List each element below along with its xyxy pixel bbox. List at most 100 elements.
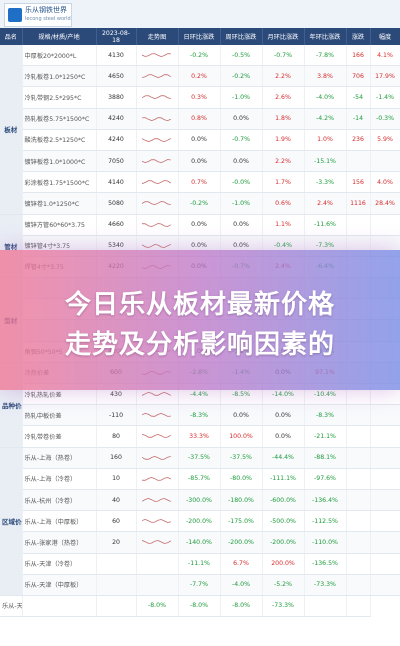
range-cell: -0.3% xyxy=(370,108,400,130)
col-header-year: 年环比涨跌 xyxy=(304,28,347,45)
day-change-cell: -85.7% xyxy=(178,468,221,490)
range-cell: -1.4% xyxy=(370,86,400,109)
price-cell: 4140 xyxy=(96,171,137,194)
trend-cell[interactable] xyxy=(136,45,179,67)
trend-cell[interactable] xyxy=(136,65,179,88)
col-header-day: 日环比涨跌 xyxy=(178,28,221,45)
year-change-cell: -110.0% xyxy=(304,531,347,554)
week-change-cell: 0.0% xyxy=(220,150,263,173)
day-change-cell: -11.1% xyxy=(178,553,221,575)
col-header-trend: 走势图 xyxy=(136,28,179,45)
range-cell xyxy=(370,510,400,533)
week-change-cell: -37.5% xyxy=(220,447,263,469)
col-header-date: 2023-08-18 xyxy=(96,28,137,45)
trend-cell[interactable] xyxy=(136,531,179,554)
col-header-range: 幅度 xyxy=(370,28,400,45)
site-logo[interactable]: 乐从钢铁世界 lecong steel world xyxy=(4,3,72,27)
month-change-cell: 0.0% xyxy=(262,404,305,427)
trend-cell[interactable] xyxy=(136,192,179,215)
range-cell xyxy=(370,150,400,173)
spec-cell: 乐从-上海（热卷） xyxy=(22,447,97,469)
trend-cell[interactable] xyxy=(96,595,137,618)
trend-cell[interactable] xyxy=(136,489,179,512)
week-change-cell: 0.0% xyxy=(220,108,263,130)
year-change-cell: -15.1% xyxy=(304,150,347,173)
trend-cell[interactable] xyxy=(136,447,179,469)
col-header-spec: 规格/材质/产地 xyxy=(22,28,97,45)
day-change-cell: -300.0% xyxy=(178,489,221,512)
month-change-cell: 2.2% xyxy=(262,65,305,88)
trend-cell[interactable] xyxy=(136,129,179,151)
sparkline-icon xyxy=(142,116,171,121)
change-cell xyxy=(346,531,371,554)
change-cell xyxy=(346,425,371,448)
spec-cell: 镀锌板卷1.0*1000*C xyxy=(22,150,97,173)
table-row: 酸洗板卷2.5*1250*C 4240 0.0% -0.7% 1.9% 1.0% 236 5.… xyxy=(0,129,400,151)
trend-cell[interactable] xyxy=(136,108,179,130)
change-cell xyxy=(346,510,371,533)
trend-cell[interactable] xyxy=(136,214,179,236)
year-change-cell: -136.5% xyxy=(304,553,347,575)
trend-cell[interactable] xyxy=(136,86,179,109)
trend-cell[interactable] xyxy=(136,574,179,596)
month-change-cell: 1.1% xyxy=(262,214,305,236)
table-row: 冷轧带钢2.5*295*C 3880 0.3% -1.0% 2.6% -4.0% -54 -1… xyxy=(0,86,400,109)
price-cell: 5080 xyxy=(96,192,137,215)
day-change-cell: 0.3% xyxy=(178,86,221,109)
week-change-cell: -0.7% xyxy=(220,129,263,151)
sparkline-icon xyxy=(142,201,171,206)
spec-cell: 乐从-天津（中厚板） xyxy=(22,574,97,596)
trend-cell[interactable] xyxy=(136,404,179,427)
day-change-cell: -8.0% xyxy=(136,595,179,618)
month-change-cell: 0.6% xyxy=(262,192,305,215)
week-change-cell: -1.0% xyxy=(220,192,263,215)
spec-cell: 热轧中板价差 xyxy=(22,404,97,427)
trend-cell[interactable] xyxy=(136,425,179,448)
sparkline-icon xyxy=(142,498,171,502)
price-cell: 10 xyxy=(96,468,137,490)
year-change-cell: -112.5% xyxy=(304,510,347,533)
table-row: 乐从-天津（中厚板） -7.7% -4.0% -5.2% -73.3% xyxy=(0,574,400,596)
col-header-change: 涨跌 xyxy=(346,28,371,45)
spec-cell: 镀锌方管60*60*3.75 xyxy=(22,214,97,236)
trend-cell[interactable] xyxy=(136,468,179,490)
headline-line-2: 走势及分析影响因素的 xyxy=(64,330,335,360)
spec-cell: 酸洗板卷2.5*1250*C xyxy=(22,129,97,151)
table-row: 乐从-上海（冷卷） 10 -85.7% -80.0% -111.1% -97.6% xyxy=(0,468,400,490)
price-cell: 40 xyxy=(96,489,137,512)
month-change-cell: -111.1% xyxy=(262,468,305,490)
month-change-cell: -500.0% xyxy=(262,510,305,533)
col-header-category: 品名 xyxy=(0,28,23,45)
spec-cell: 冷轧板卷1.0*1250*C xyxy=(22,65,97,88)
table-row: 热轧中板价差 -110 -8.3% 0.0% 0.0% -8.3% xyxy=(0,404,400,427)
trend-cell[interactable] xyxy=(136,150,179,173)
sparkline-icon xyxy=(142,180,172,185)
range-cell xyxy=(346,595,371,618)
week-change-cell: -4.0% xyxy=(220,574,263,596)
spec-cell: 乐从-张家港（热卷） xyxy=(22,531,97,554)
table-row: 乐从-张家港（热卷） 20 -140.0% -200.0% -200.0% -110.0% xyxy=(0,531,400,554)
month-change-cell: 1.9% xyxy=(262,129,305,151)
table-row: 乐从-上海（中厚板） 60 -200.0% -175.0% -500.0% -112.5% xyxy=(0,510,400,533)
year-change-cell: 3.8% xyxy=(304,65,347,88)
spec-cell: 冷轧带卷价差 xyxy=(22,425,97,448)
change-cell: 236 xyxy=(346,129,371,151)
spec-cell: 冷轧带钢2.5*295*C xyxy=(22,86,97,109)
price-cell: 4650 xyxy=(96,65,137,88)
trend-cell[interactable] xyxy=(136,510,179,533)
change-cell: 156 xyxy=(346,171,371,194)
week-change-cell: -0.2% xyxy=(220,65,263,88)
price-cell: -110 xyxy=(96,404,137,427)
logo-icon xyxy=(8,8,22,22)
table-row: 热轧板卷5.75*1500*C 4240 0.8% 0.0% 1.8% -4.2% -14-… xyxy=(0,108,400,130)
change-cell: -14 xyxy=(346,108,371,130)
range-cell: 4.0% xyxy=(370,171,400,194)
change-cell: 1116 xyxy=(346,192,371,215)
year-change-cell: -4.2% xyxy=(304,108,347,130)
spec-cell: 热轧板卷5.75*1500*C xyxy=(22,108,97,130)
trend-cell[interactable] xyxy=(136,171,179,194)
range-cell xyxy=(370,489,400,512)
trend-cell[interactable] xyxy=(136,553,179,575)
year-change-cell: -136.4% xyxy=(304,489,347,512)
change-cell: -54 xyxy=(346,86,371,109)
